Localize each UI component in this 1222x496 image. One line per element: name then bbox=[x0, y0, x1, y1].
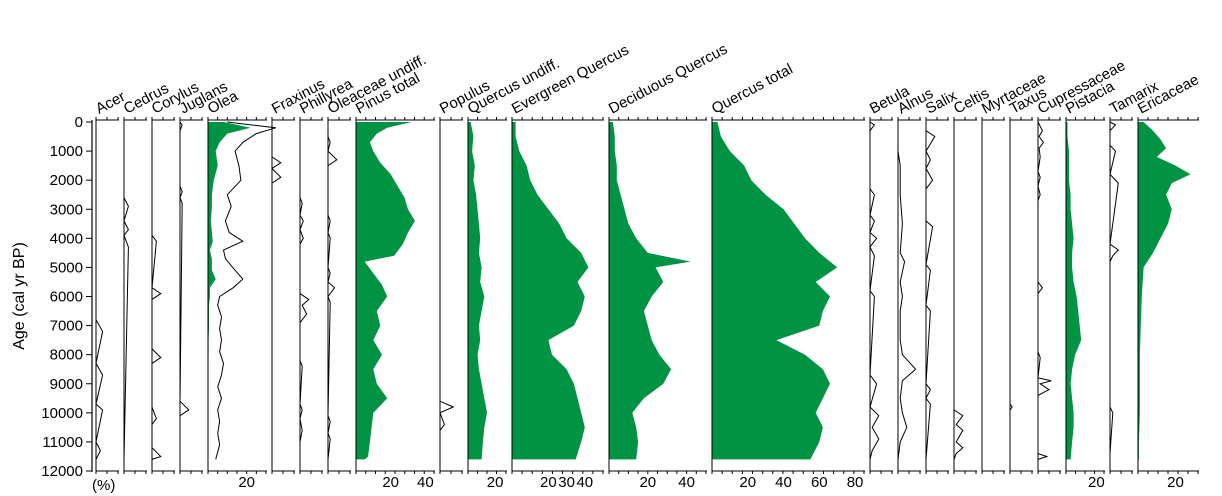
panel-tick-label: 40 bbox=[678, 474, 695, 491]
panel-tick-label: 20 bbox=[487, 474, 504, 491]
percent-unit-label: (%) bbox=[92, 477, 115, 494]
panel-fraxinus: Fraxinus bbox=[269, 76, 328, 474]
age-tick-label: 3000 bbox=[50, 201, 83, 218]
series-line-alnus bbox=[897, 122, 917, 460]
age-axis: Age (cal yr BP) (%) 0 1000 2000 3000 4000 500… bbox=[11, 114, 115, 494]
series-line-betula bbox=[869, 121, 880, 460]
age-tick-label: 4000 bbox=[50, 230, 83, 247]
panel-tick-label: 30 bbox=[558, 474, 575, 491]
series-line-fraxinus bbox=[271, 122, 282, 460]
age-tick-label: 6000 bbox=[50, 289, 83, 306]
panel-acer: Acer bbox=[93, 88, 128, 474]
panel-tick-label: 40 bbox=[417, 474, 434, 491]
series-line-tamarix bbox=[1109, 121, 1120, 460]
series-line-olea-total bbox=[215, 121, 276, 460]
series-area-ericaceae bbox=[1138, 122, 1191, 460]
age-tick-label: 12000 bbox=[41, 463, 83, 480]
age-tick-label: 11000 bbox=[42, 434, 83, 451]
series-area-quercus-total bbox=[712, 122, 838, 460]
panel-betula: Betula bbox=[867, 82, 913, 474]
series-area-pistacia bbox=[1066, 122, 1082, 460]
panel-phillyrea: Phillyrea bbox=[297, 75, 356, 474]
series-line-cedrus bbox=[123, 122, 129, 460]
series-line-cupressaceae bbox=[1037, 121, 1052, 460]
panel-tick-label: 20 bbox=[382, 474, 399, 491]
series-line-oleaceae-undiff bbox=[327, 122, 338, 460]
age-tick-label: 1000 bbox=[50, 143, 83, 160]
panel-corylus: Corylus bbox=[149, 79, 202, 474]
panel-celtis: Celtis bbox=[951, 85, 992, 474]
series-area-evergreen-quercus bbox=[512, 122, 589, 460]
panel-quercus-total: 20 40 60 80 Quercus total bbox=[709, 61, 865, 491]
panel-oleaceae-undiff: Oleaceae undiff. bbox=[325, 51, 429, 474]
series-line-populus bbox=[439, 122, 455, 460]
age-tick-label: 10000 bbox=[41, 405, 83, 422]
series-area-olea bbox=[208, 122, 251, 460]
series-line-celtis bbox=[953, 122, 964, 460]
panel-tick-label: 40 bbox=[775, 474, 792, 491]
age-tick-label: 9000 bbox=[50, 376, 83, 393]
panel-tick-label: 20 bbox=[739, 474, 756, 491]
series-line-acer bbox=[95, 122, 104, 460]
age-tick-label: 8000 bbox=[50, 347, 83, 364]
series-area-quercus-undiff bbox=[468, 122, 487, 460]
series-area-deciduous-quercus bbox=[609, 122, 691, 460]
panel-cedrus: Cedrus bbox=[121, 80, 172, 474]
panel-tick-label: 20 bbox=[1167, 474, 1184, 491]
panel-tick-label: 20 bbox=[238, 474, 255, 491]
panel-tick-label: 60 bbox=[811, 474, 828, 491]
series-line-corylus bbox=[151, 122, 162, 460]
age-tick-label: 5000 bbox=[50, 259, 83, 276]
series-area-pinus-total bbox=[356, 122, 415, 460]
series-line-salix bbox=[925, 122, 936, 460]
age-tick-label: 7000 bbox=[50, 318, 83, 335]
panel-tick-label: 20 bbox=[639, 474, 656, 491]
series-line-juglans bbox=[179, 121, 190, 417]
age-axis-title: Age (cal yr BP) bbox=[11, 242, 28, 350]
panel-tick-label: 40 bbox=[576, 474, 593, 491]
panel-tick-label: 20 bbox=[1088, 474, 1105, 491]
panel-tick-label: 20 bbox=[540, 474, 557, 491]
age-tick-label: 0 bbox=[75, 114, 83, 131]
panel-tick-label: 80 bbox=[847, 474, 864, 491]
age-tick-label: 2000 bbox=[50, 172, 83, 189]
series-line-phillyrea bbox=[299, 122, 310, 460]
taxon-label: Quercus total bbox=[709, 61, 796, 118]
